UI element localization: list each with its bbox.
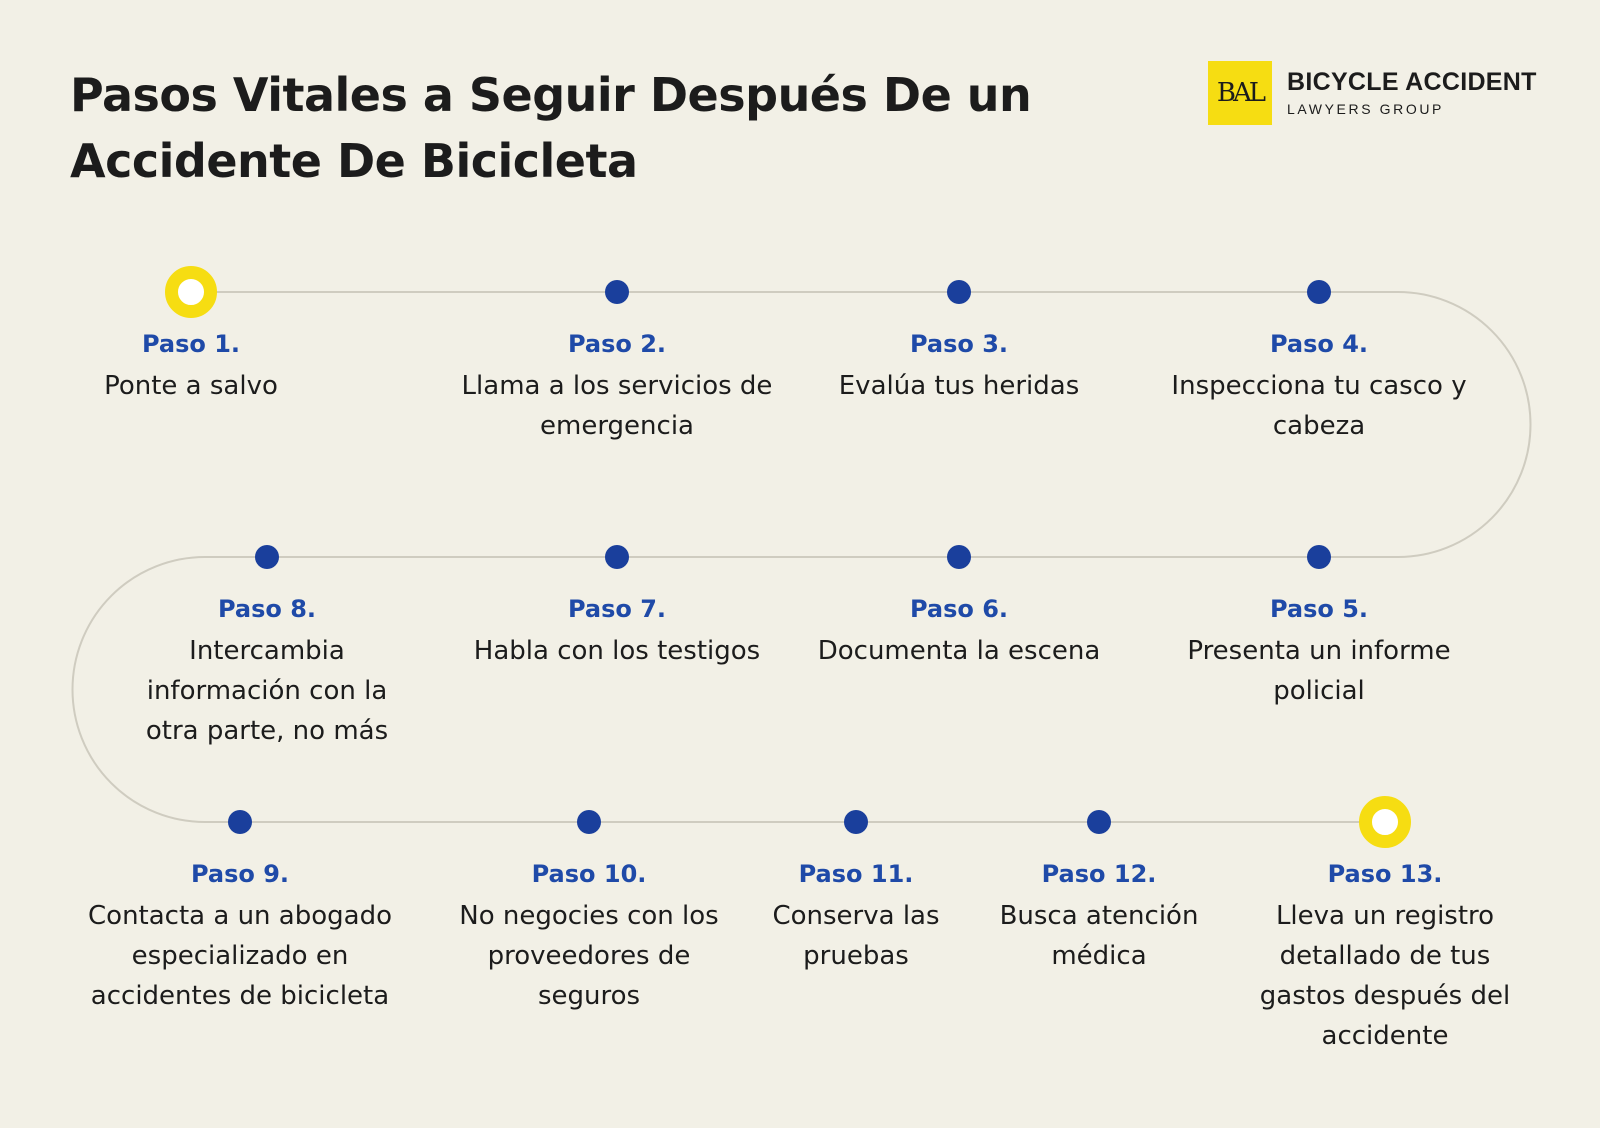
step-4-title: Paso 4. [1269, 330, 1369, 358]
step-13-ring-marker [1359, 796, 1411, 848]
step-6-title: Paso 6. [909, 595, 1009, 623]
step-2-dot-marker [605, 280, 629, 304]
step-10-title: Paso 10. [531, 860, 647, 888]
step-5: Paso 5. Presenta un informe policial [1169, 593, 1469, 711]
step-4-text: Inspecciona tu casco y cabeza [1171, 371, 1467, 441]
step-11: Paso 11. Conserva las pruebas [746, 858, 966, 976]
brand-mark-icon: BAL [1208, 61, 1272, 125]
step-1-ring-marker [165, 266, 217, 318]
step-3-text: Evalúa tus heridas [838, 371, 1080, 401]
step-13-text: Lleva un registro detallado de tus gasto… [1259, 901, 1511, 1051]
step-5-dot-marker [1307, 545, 1331, 569]
step-7: Paso 7. Habla con los testigos [467, 593, 767, 671]
step-2-title: Paso 2. [567, 330, 667, 358]
step-3-title: Paso 3. [909, 330, 1009, 358]
step-9-dot-marker [228, 810, 252, 834]
step-10-text: No negocies con los proveedores de segur… [459, 901, 719, 1011]
step-2-text: Llama a los servicios de emergencia [461, 371, 773, 441]
brand-name: BICYCLE ACCIDENT [1287, 68, 1537, 96]
step-10-dot-marker [577, 810, 601, 834]
step-13: Paso 13. Lleva un registro detallado de t… [1235, 858, 1535, 1056]
step-12-dot-marker [1087, 810, 1111, 834]
step-5-title: Paso 5. [1269, 595, 1369, 623]
step-11-dot-marker [844, 810, 868, 834]
step-3-dot-marker [947, 280, 971, 304]
step-12-text: Busca atención médica [999, 901, 1199, 971]
step-10: Paso 10. No negocies con los proveedores … [439, 858, 739, 1016]
step-9: Paso 9. Contacta a un abogado especializa… [60, 858, 420, 1016]
step-8-dot-marker [255, 545, 279, 569]
step-13-title: Paso 13. [1327, 860, 1443, 888]
brand-logo: BAL BICYCLE ACCIDENT LAWYERS GROUP [1208, 61, 1548, 125]
step-4-dot-marker [1307, 280, 1331, 304]
step-5-text: Presenta un informe policial [1187, 636, 1451, 706]
step-9-text: Contacta a un abogado especializado en a… [88, 901, 392, 1011]
step-3: Paso 3. Evalúa tus heridas [809, 328, 1109, 406]
step-9-title: Paso 9. [190, 860, 290, 888]
step-7-text: Habla con los testigos [473, 636, 761, 666]
step-8-text: Intercambia información con la otra part… [145, 636, 389, 746]
page-title: Pasos Vitales a Seguir Después De un Acc… [70, 68, 1032, 188]
step-8-title: Paso 8. [217, 595, 317, 623]
step-12-title: Paso 12. [1041, 860, 1157, 888]
step-4: Paso 4. Inspecciona tu casco y cabeza [1169, 328, 1469, 446]
step-12: Paso 12. Busca atención médica [979, 858, 1219, 976]
step-11-text: Conserva las pruebas [772, 901, 940, 971]
step-7-dot-marker [605, 545, 629, 569]
step-1-text: Ponte a salvo [104, 371, 278, 401]
step-1: Paso 1. Ponte a salvo [11, 328, 371, 406]
step-6-text: Documenta la escena [817, 636, 1101, 666]
step-2: Paso 2. Llama a los servicios de emergenc… [452, 328, 782, 446]
step-8: Paso 8. Intercambia información con la ot… [117, 593, 417, 751]
timeline-path [71, 291, 1532, 823]
brand-mark-text: BAL [1216, 78, 1266, 108]
brand-subtitle: LAWYERS GROUP [1287, 101, 1444, 117]
step-6-dot-marker [947, 545, 971, 569]
step-11-title: Paso 11. [798, 860, 914, 888]
step-7-title: Paso 7. [567, 595, 667, 623]
step-1-title: Paso 1. [141, 330, 241, 358]
step-6: Paso 6. Documenta la escena [809, 593, 1109, 671]
